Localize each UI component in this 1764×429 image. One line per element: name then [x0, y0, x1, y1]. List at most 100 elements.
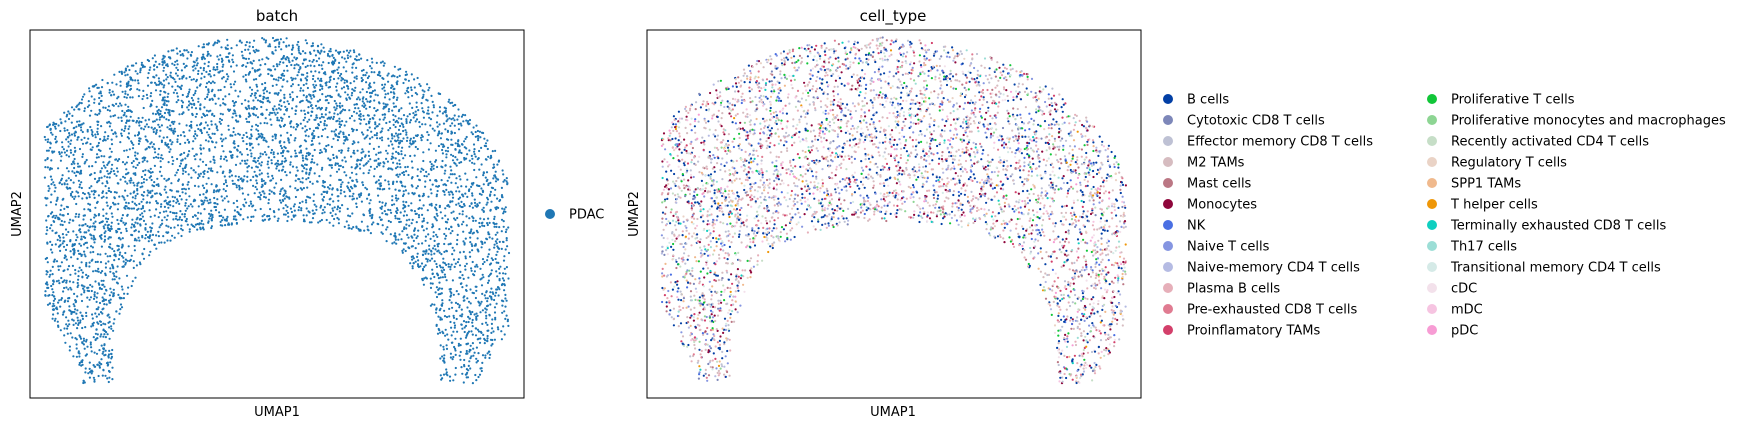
scatter-point — [125, 201, 128, 204]
scatter-point — [224, 155, 227, 158]
scatter-point — [394, 167, 398, 170]
scatter-point — [200, 152, 203, 155]
scatter-point — [488, 313, 491, 316]
scatter-point — [455, 290, 458, 293]
scatter-point — [201, 200, 204, 203]
scatter-point — [53, 304, 56, 307]
scatter-point — [220, 195, 223, 198]
scatter-point — [127, 171, 130, 174]
scatter-point — [343, 109, 347, 112]
scatter-point — [444, 207, 447, 210]
scatter-point — [339, 95, 342, 98]
scatter-point — [277, 45, 281, 48]
scatter-point — [72, 153, 75, 156]
scatter-point — [264, 196, 267, 199]
scatter-point — [94, 312, 97, 315]
scatter-point — [361, 157, 364, 160]
scatter-point — [344, 135, 347, 138]
scatter-point — [148, 176, 151, 179]
scatter-point — [346, 185, 349, 188]
scatter-point — [181, 77, 184, 80]
scatter-point — [490, 269, 493, 272]
scatter-point — [460, 185, 463, 188]
scatter-point — [234, 163, 238, 166]
scatter-point — [500, 186, 503, 189]
scatter-point — [100, 287, 103, 291]
scatter-point — [409, 154, 412, 158]
scatter-point — [451, 253, 454, 256]
scatter-point — [469, 255, 472, 258]
scatter-point — [147, 72, 150, 75]
scatter-point — [78, 355, 81, 358]
scatter-point — [59, 249, 62, 252]
scatter-point — [480, 163, 483, 166]
scatter-point — [299, 89, 302, 92]
scatter-point — [88, 196, 91, 199]
scatter-point — [452, 314, 455, 317]
scatter-point — [157, 147, 161, 150]
scatter-point — [110, 170, 113, 173]
scatter-point — [166, 65, 169, 68]
scatter-point — [305, 152, 309, 155]
scatter-point — [366, 134, 369, 137]
scatter-point — [100, 176, 103, 179]
scatter-point — [102, 279, 105, 282]
scatter-point — [69, 151, 73, 154]
scatter-point — [452, 154, 455, 158]
scatter-point — [277, 79, 280, 82]
scatter-point — [195, 124, 199, 127]
scatter-point — [394, 238, 397, 241]
scatter-point — [293, 203, 296, 206]
scatter-point — [364, 74, 367, 77]
scatter-point — [438, 106, 442, 109]
scatter-point — [203, 186, 206, 190]
scatter-point — [457, 224, 460, 228]
scatter-point — [279, 190, 282, 193]
scatter-point — [432, 104, 435, 107]
scatter-point — [464, 237, 467, 240]
scatter-point — [329, 197, 332, 200]
scatter-point — [94, 133, 97, 136]
scatter-point — [127, 155, 130, 159]
scatter-point — [353, 76, 356, 79]
scatter-point — [137, 117, 140, 120]
scatter-point — [250, 202, 253, 205]
scatter-point — [44, 159, 47, 162]
scatter-point — [276, 119, 279, 122]
scatter-point — [53, 297, 57, 300]
scatter-point — [227, 128, 230, 131]
scatter-point — [100, 167, 103, 170]
scatter-point — [396, 162, 399, 165]
scatter-point — [56, 238, 59, 241]
scatter-point — [128, 125, 131, 128]
scatter-point — [74, 308, 77, 311]
scatter-point — [255, 188, 259, 191]
scatter-point — [66, 325, 69, 328]
scatter-point — [379, 184, 383, 187]
scatter-point — [467, 330, 471, 333]
scatter-point — [452, 258, 456, 261]
scatter-point — [312, 136, 316, 140]
scatter-point — [414, 145, 417, 149]
scatter-point — [308, 59, 311, 63]
scatter-point — [286, 196, 289, 199]
scatter-point — [108, 349, 111, 352]
scatter-point — [349, 176, 352, 179]
scatter-point — [99, 92, 102, 95]
scatter-point — [58, 151, 61, 154]
scatter-point — [61, 223, 64, 227]
scatter-point — [318, 71, 321, 74]
scatter-point — [143, 65, 146, 68]
scatter-point — [435, 203, 438, 206]
scatter-point — [103, 164, 106, 167]
scatter-point — [476, 248, 479, 251]
scatter-point — [212, 66, 215, 69]
scatter-point — [81, 341, 84, 344]
scatter-point — [234, 133, 237, 136]
scatter-point — [157, 184, 160, 188]
scatter-point — [86, 286, 89, 289]
scatter-point — [391, 134, 394, 137]
scatter-point — [208, 148, 211, 151]
scatter-point — [165, 210, 168, 213]
scatter-point — [393, 87, 396, 90]
